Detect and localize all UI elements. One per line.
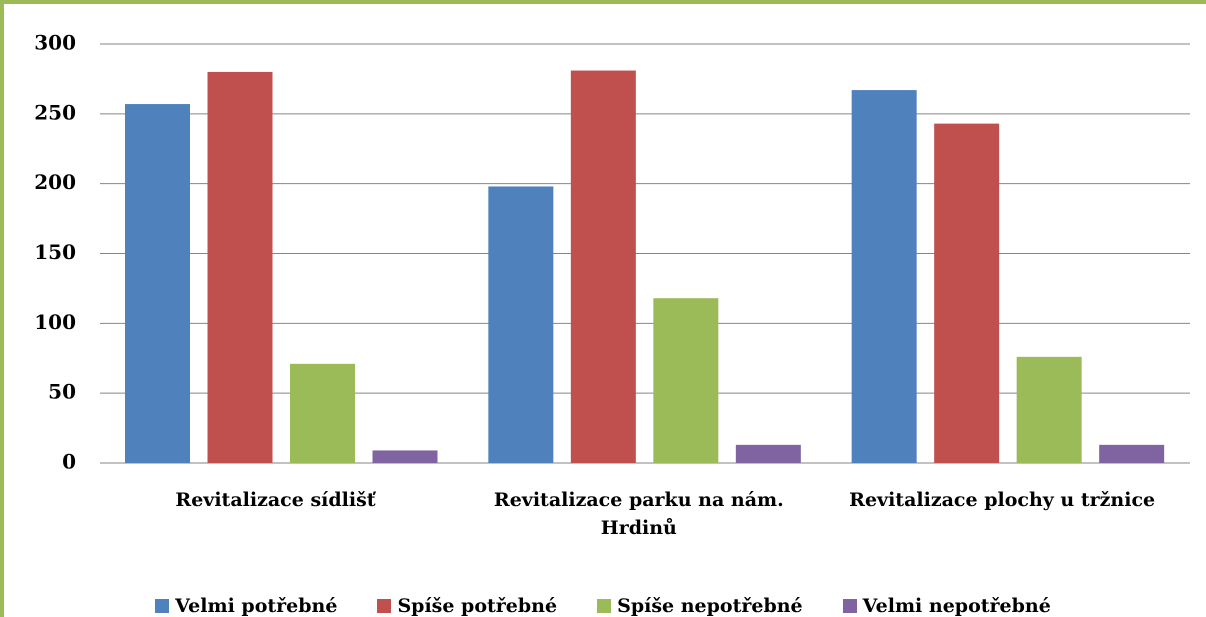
bar	[372, 450, 438, 463]
bar	[488, 186, 554, 463]
bar	[1099, 444, 1165, 463]
bar	[1016, 356, 1082, 463]
y-tick-label: 300	[34, 31, 76, 55]
legend-label: Velmi potřebné	[175, 595, 338, 617]
bar	[653, 298, 719, 463]
legend-swatch	[155, 599, 170, 613]
y-tick-label: 50	[48, 380, 76, 404]
legend-item: Spíše nepotřebné	[597, 595, 803, 617]
y-tick-label: 250	[34, 100, 76, 124]
y-tick-label: 0	[62, 450, 76, 474]
bar	[207, 71, 273, 463]
legend-item: Spíše potřebné	[377, 595, 557, 617]
legend-swatch	[842, 599, 857, 613]
legend-label: Velmi nepotřebné	[862, 595, 1051, 617]
bar	[290, 363, 355, 463]
bar	[735, 444, 801, 463]
legend-label: Spíše nepotřebné	[617, 595, 803, 617]
legend-label: Spíše potřebné	[397, 595, 558, 617]
bar	[570, 70, 636, 463]
legend-swatch	[597, 599, 612, 613]
x-tick-label: Revitalizace parku na nám. Hrdinů	[493, 489, 784, 539]
legend-item: Velmi potřebné	[155, 595, 337, 617]
x-tick-label: Revitalizace sídlišť	[175, 489, 376, 511]
x-tick-label: Revitalizace plochy u tržnice	[849, 489, 1156, 511]
y-tick-label: 200	[34, 170, 76, 194]
y-tick-label: 100	[34, 310, 76, 334]
bar	[125, 104, 190, 463]
bar	[851, 90, 917, 463]
bar	[934, 123, 1000, 464]
legend-item: Velmi nepotřebné	[842, 595, 1051, 617]
legend-swatch	[377, 599, 392, 613]
y-tick-label: 150	[34, 240, 76, 264]
legend: Velmi potřebné Spíše potřebné Spíše nepotř…	[0, 595, 1206, 617]
